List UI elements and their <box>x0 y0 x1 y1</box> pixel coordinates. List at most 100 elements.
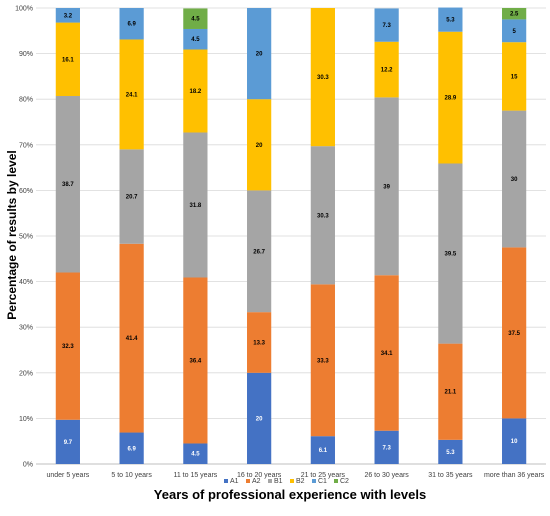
data-label: 30.3 <box>317 75 329 81</box>
bar-segment-a1 <box>119 432 144 464</box>
bar-segment-a2 <box>183 277 208 444</box>
data-label: 30.3 <box>317 213 329 219</box>
legend-item-a2: A2 <box>246 478 261 485</box>
data-label: 37.5 <box>508 331 520 337</box>
bar-segment-a1 <box>55 419 80 464</box>
data-label: 10 <box>511 439 518 445</box>
data-label: 28.9 <box>445 96 457 102</box>
data-label: 30 <box>511 177 518 183</box>
data-label: 12.2 <box>381 68 393 74</box>
data-label: 6.9 <box>127 446 136 452</box>
bar-segment-b2 <box>183 49 208 133</box>
bar-segment-a1 <box>247 372 272 464</box>
data-label: 38.7 <box>62 182 74 188</box>
y-tick-label: 100% <box>15 6 33 13</box>
data-label: 18.2 <box>190 89 202 95</box>
legend-swatch <box>268 479 272 483</box>
data-label: 24.1 <box>126 92 138 98</box>
y-tick-label: 30% <box>19 325 33 332</box>
bar-segment-c1 <box>374 8 399 42</box>
legend-label: B1 <box>274 478 283 485</box>
legend-item-c1: C1 <box>312 478 327 485</box>
bar-segment-a1 <box>374 430 399 464</box>
legend-swatch <box>224 479 228 483</box>
legend-label: C1 <box>318 478 327 485</box>
bar-segment-b2 <box>374 41 399 98</box>
bar-segment-a1 <box>183 443 208 464</box>
x-axis-ticks: under 5 years 5 to 10 years 11 to 15 years… <box>46 472 544 479</box>
bar-segment-b1 <box>247 190 272 313</box>
legend-item-b2: B2 <box>290 478 305 485</box>
x-tick-label: under 5 years <box>46 472 89 479</box>
data-label: 36.4 <box>190 358 202 364</box>
y-tick-label: 70% <box>19 142 33 149</box>
data-label: 6.1 <box>319 448 328 454</box>
x-tick-label: 31 to 35 years <box>428 472 473 479</box>
data-label: 26.7 <box>253 249 265 255</box>
y-tick-label: 40% <box>19 279 33 286</box>
bar-segment-a2 <box>502 247 527 419</box>
legend-swatch <box>290 479 294 483</box>
legend-item-b1: B1 <box>268 478 283 485</box>
bar-segment-a2 <box>310 284 335 437</box>
data-label: 16.1 <box>62 57 74 63</box>
data-label: 7.3 <box>382 23 391 29</box>
bar-segment-a1 <box>438 439 463 464</box>
data-label: 20 <box>256 143 263 149</box>
bar-segment-b2 <box>55 22 80 97</box>
data-label: 41.4 <box>126 336 138 342</box>
data-label: 2.5 <box>510 12 519 18</box>
bar-segment-c1 <box>247 8 272 100</box>
y-tick-label: 60% <box>19 188 33 195</box>
bar-segment-b2 <box>310 8 335 147</box>
bar-segment-b1 <box>119 149 144 244</box>
data-label: 31.8 <box>190 203 202 209</box>
data-label: 5.3 <box>446 450 455 456</box>
bar-segment-a1 <box>310 436 335 464</box>
bar-segment-a1 <box>502 418 527 464</box>
data-label: 20.7 <box>126 195 138 201</box>
legend-label: C2 <box>340 478 349 485</box>
bar-segment-b1 <box>502 110 527 248</box>
x-tick-label: 11 to 15 years <box>173 472 217 479</box>
bar-segment-c1 <box>438 7 463 32</box>
legend-label: B2 <box>296 478 305 485</box>
bar-segment-c2 <box>502 8 527 20</box>
bar-segment-b1 <box>183 132 208 278</box>
bar-segment-c2 <box>183 8 208 29</box>
data-label: 9.7 <box>64 440 73 446</box>
data-label: 39 <box>383 184 390 190</box>
bar-segment-b1 <box>438 163 463 344</box>
data-label: 7.3 <box>382 445 391 451</box>
bar-segment-b2 <box>502 42 527 111</box>
x-axis-title: Years of professional experience with le… <box>154 487 426 502</box>
data-label: 3.2 <box>64 13 73 19</box>
y-tick-label: 50% <box>19 234 33 241</box>
legend-swatch <box>334 479 338 483</box>
data-label: 5.3 <box>446 18 455 24</box>
data-label: 6.9 <box>127 22 136 28</box>
data-label: 32.3 <box>62 344 74 350</box>
data-label: 4.5 <box>191 17 200 23</box>
data-label: 15 <box>511 74 518 80</box>
x-tick-label: more than 36 years <box>484 472 545 479</box>
legend-swatch <box>312 479 316 483</box>
y-tick-label: 10% <box>19 416 33 423</box>
legend-label: A1 <box>230 478 239 485</box>
bar-segment-c1 <box>119 8 144 40</box>
bars: 9.7 32.3 38.7 16.1 3.2 6.9 41.4 20.7 24.1 6.9 4.5 3… <box>55 7 527 464</box>
data-label: 33.3 <box>317 358 329 364</box>
legend-label: A2 <box>252 478 261 485</box>
legend: A1 A2 B1 B2 C1 C2 <box>224 478 349 485</box>
data-label: 39.5 <box>445 252 457 258</box>
x-tick-label: 16 to 20 years <box>237 472 282 479</box>
bar-segment-c1 <box>55 8 80 23</box>
bar-segment-b1 <box>374 97 399 276</box>
bar-segment-a2 <box>55 272 80 420</box>
data-label: 5 <box>512 29 516 35</box>
legend-item-c2: C2 <box>334 478 349 485</box>
y-axis-title: Percentage of results by level <box>5 150 19 319</box>
y-tick-label: 80% <box>19 97 33 104</box>
